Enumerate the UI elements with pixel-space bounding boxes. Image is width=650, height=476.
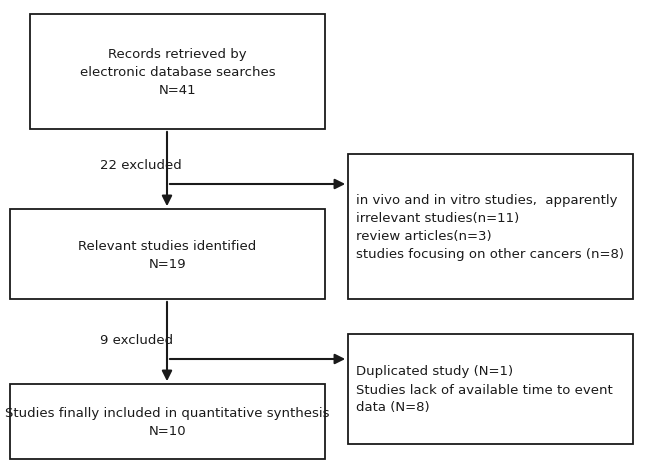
FancyBboxPatch shape — [348, 155, 633, 299]
Text: Relevant studies identified: Relevant studies identified — [79, 239, 257, 252]
Text: 22 excluded: 22 excluded — [100, 159, 182, 172]
Text: N=10: N=10 — [149, 424, 187, 437]
Text: data (N=8): data (N=8) — [356, 401, 430, 414]
FancyBboxPatch shape — [30, 15, 325, 130]
Text: Records retrieved by: Records retrieved by — [108, 48, 247, 61]
Text: N=19: N=19 — [149, 257, 187, 270]
Text: studies focusing on other cancers (n=8): studies focusing on other cancers (n=8) — [356, 248, 624, 260]
FancyBboxPatch shape — [10, 209, 325, 299]
Text: review articles(n=3): review articles(n=3) — [356, 229, 491, 242]
Text: Studies finally included in quantitative synthesis: Studies finally included in quantitative… — [5, 406, 330, 419]
Text: in vivo and in vitro studies,  apparently: in vivo and in vitro studies, apparently — [356, 194, 618, 207]
Text: irrelevant studies(n=11): irrelevant studies(n=11) — [356, 211, 519, 225]
Text: Duplicated study (N=1): Duplicated study (N=1) — [356, 365, 513, 378]
Text: 9 excluded: 9 excluded — [100, 333, 173, 346]
Text: electronic database searches: electronic database searches — [80, 66, 276, 79]
Text: N=41: N=41 — [159, 84, 196, 97]
FancyBboxPatch shape — [348, 334, 633, 444]
FancyBboxPatch shape — [10, 384, 325, 459]
Text: Studies lack of available time to event: Studies lack of available time to event — [356, 383, 613, 396]
